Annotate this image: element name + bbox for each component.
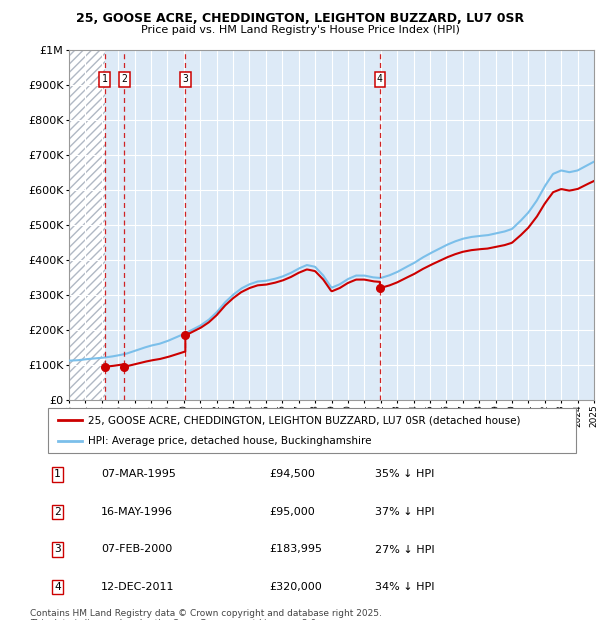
Text: 3: 3 xyxy=(54,544,61,554)
Text: 1: 1 xyxy=(54,469,61,479)
Text: £95,000: £95,000 xyxy=(270,507,316,517)
Text: 3: 3 xyxy=(182,74,188,84)
Text: 2: 2 xyxy=(54,507,61,517)
Text: 27% ↓ HPI: 27% ↓ HPI xyxy=(376,544,435,554)
Text: 07-MAR-1995: 07-MAR-1995 xyxy=(101,469,176,479)
Text: 37% ↓ HPI: 37% ↓ HPI xyxy=(376,507,435,517)
Text: 12-DEC-2011: 12-DEC-2011 xyxy=(101,582,175,592)
Text: 35% ↓ HPI: 35% ↓ HPI xyxy=(376,469,435,479)
Text: 25, GOOSE ACRE, CHEDDINGTON, LEIGHTON BUZZARD, LU7 0SR: 25, GOOSE ACRE, CHEDDINGTON, LEIGHTON BU… xyxy=(76,12,524,25)
Text: Price paid vs. HM Land Registry's House Price Index (HPI): Price paid vs. HM Land Registry's House … xyxy=(140,25,460,35)
Text: 16-MAY-1996: 16-MAY-1996 xyxy=(101,507,173,517)
FancyBboxPatch shape xyxy=(48,408,576,453)
Text: £183,995: £183,995 xyxy=(270,544,323,554)
Bar xyxy=(69,50,105,400)
Text: £320,000: £320,000 xyxy=(270,582,323,592)
Text: £94,500: £94,500 xyxy=(270,469,316,479)
Text: 25, GOOSE ACRE, CHEDDINGTON, LEIGHTON BUZZARD, LU7 0SR (detached house): 25, GOOSE ACRE, CHEDDINGTON, LEIGHTON BU… xyxy=(88,415,520,425)
Text: 2: 2 xyxy=(121,74,127,84)
Text: 07-FEB-2000: 07-FEB-2000 xyxy=(101,544,172,554)
Text: 1: 1 xyxy=(102,74,108,84)
Text: Contains HM Land Registry data © Crown copyright and database right 2025.
This d: Contains HM Land Registry data © Crown c… xyxy=(30,609,382,620)
Text: 4: 4 xyxy=(54,582,61,592)
Text: HPI: Average price, detached house, Buckinghamshire: HPI: Average price, detached house, Buck… xyxy=(88,436,371,446)
Text: 34% ↓ HPI: 34% ↓ HPI xyxy=(376,582,435,592)
Text: 4: 4 xyxy=(377,74,383,84)
